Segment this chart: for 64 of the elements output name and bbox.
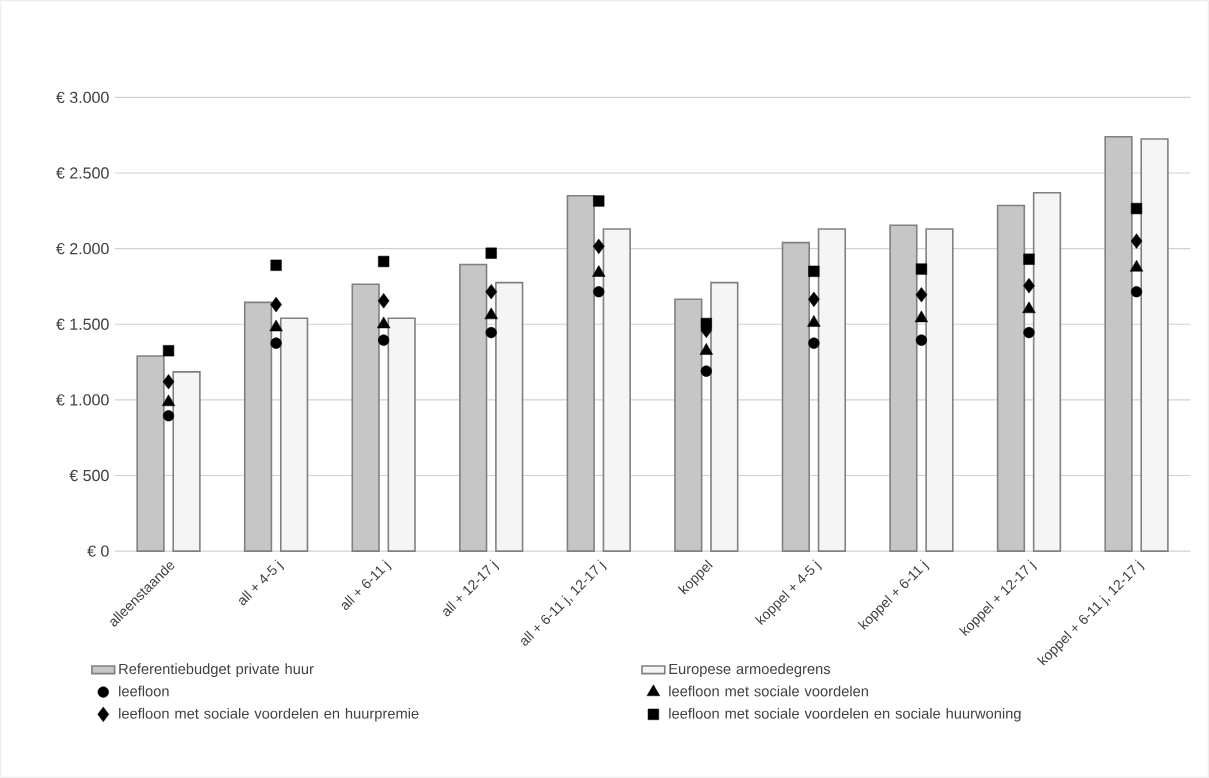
point	[592, 265, 606, 277]
point	[377, 316, 391, 329]
point	[592, 238, 605, 254]
legend-label: leefloon met sociale voordelen en sociale huurwoning	[669, 707, 1021, 722]
y-tick-label: € 0	[87, 545, 109, 557]
point	[807, 315, 821, 327]
point	[808, 291, 820, 307]
bar	[279, 317, 309, 552]
legend-label: leefloon met sociale voordelen	[669, 685, 868, 697]
point	[593, 195, 605, 207]
point	[1022, 301, 1036, 314]
point	[270, 297, 282, 313]
legend-label: leefloon met sociale voordelen en huurpremie	[119, 707, 419, 722]
point	[162, 374, 175, 390]
point	[1023, 253, 1035, 265]
bar	[817, 228, 847, 552]
x-tick-label: all + 6-11 j	[341, 559, 392, 611]
point	[485, 247, 497, 259]
point	[485, 284, 497, 300]
bar	[602, 228, 631, 552]
point	[593, 286, 605, 298]
point	[808, 337, 820, 349]
legend-label: Europese armoedegrens	[669, 663, 831, 678]
point	[1130, 233, 1143, 249]
point	[1130, 286, 1143, 298]
point	[162, 410, 175, 422]
bar	[1032, 191, 1062, 552]
point	[1023, 278, 1035, 294]
point	[915, 334, 928, 346]
point	[162, 345, 175, 357]
y-tick-label: € 1.000	[56, 394, 109, 406]
point	[700, 317, 712, 330]
point	[485, 326, 497, 339]
legend-label: leefloon	[119, 685, 169, 697]
y-tick-label: € 2.500	[56, 167, 109, 179]
point	[1129, 259, 1144, 272]
y-tick-label: € 500	[69, 469, 109, 482]
bar	[925, 228, 954, 552]
bar	[387, 317, 416, 552]
legend-label: Referentiebudget private huur	[119, 663, 314, 678]
point	[270, 259, 282, 271]
point	[269, 319, 283, 332]
bar	[710, 281, 739, 552]
bar	[495, 281, 524, 552]
point	[915, 263, 928, 275]
bar	[172, 371, 201, 552]
point	[1023, 326, 1035, 339]
point	[808, 265, 820, 277]
bar	[1140, 138, 1169, 552]
point	[378, 255, 390, 268]
point	[914, 310, 929, 323]
point	[1130, 202, 1143, 215]
point	[377, 293, 390, 309]
point	[484, 307, 498, 320]
x-tick-label: all + 4-5 j	[239, 559, 285, 606]
point	[270, 337, 282, 349]
point	[161, 394, 176, 407]
point	[915, 287, 928, 303]
point	[378, 334, 390, 346]
y-tick-label: € 3.000	[56, 91, 109, 104]
y-tick-label: € 2.000	[56, 242, 109, 255]
y-tick-label: € 1.500	[56, 318, 109, 330]
point	[699, 343, 713, 355]
point	[700, 365, 712, 377]
